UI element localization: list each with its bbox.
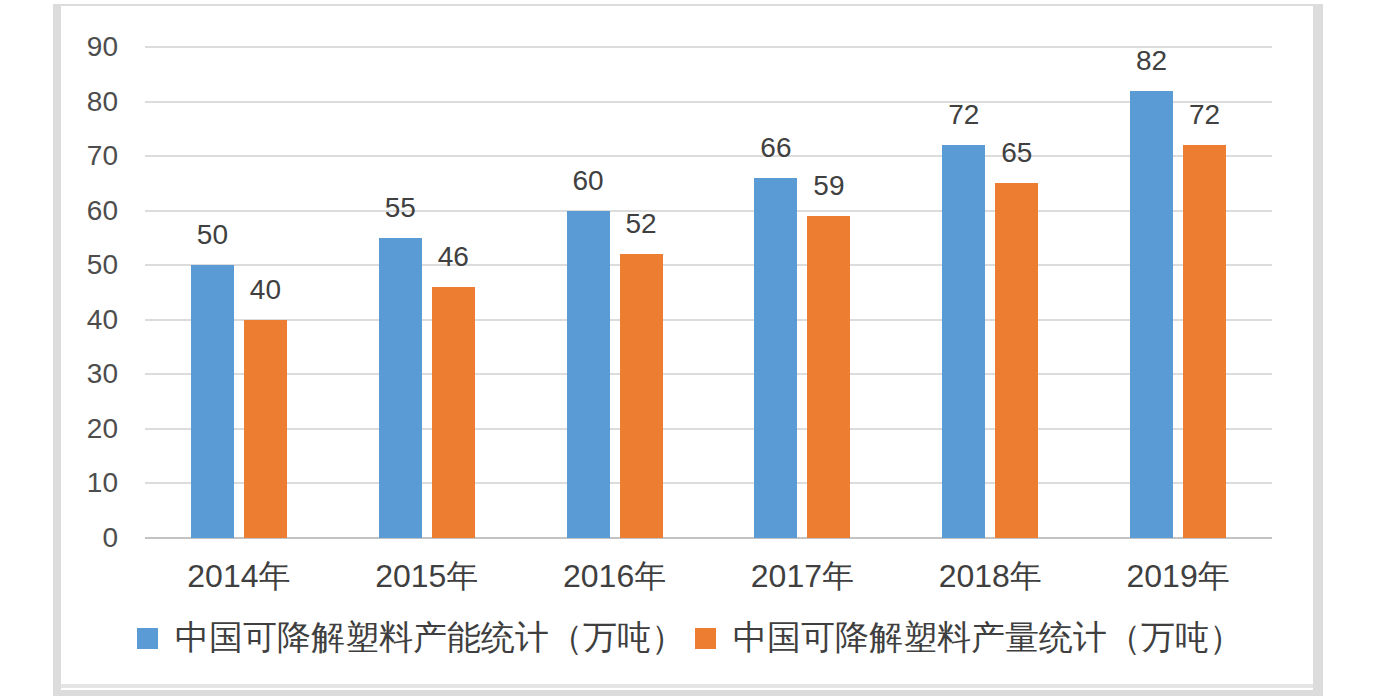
data-label: 72 bbox=[919, 100, 1009, 130]
y-tick-label: 0 bbox=[48, 523, 118, 553]
y-tick-label: 70 bbox=[48, 141, 118, 171]
gridline bbox=[145, 428, 1272, 430]
data-label: 59 bbox=[784, 171, 874, 201]
bar-series2 bbox=[432, 287, 475, 538]
gridline bbox=[145, 319, 1272, 321]
bar-series1 bbox=[942, 145, 985, 538]
bar-series2 bbox=[995, 183, 1038, 538]
data-label: 65 bbox=[972, 138, 1062, 168]
gridline bbox=[145, 373, 1272, 375]
x-category-label: 2019年 bbox=[1083, 559, 1273, 593]
x-axis-line bbox=[145, 537, 1272, 539]
legend-label: 中国可降解塑料产量统计（万吨） bbox=[733, 615, 1243, 661]
bar-series2 bbox=[807, 216, 850, 538]
x-category-label: 2017年 bbox=[707, 559, 897, 593]
data-label: 82 bbox=[1107, 46, 1197, 76]
y-tick-label: 30 bbox=[48, 359, 118, 389]
gridline bbox=[145, 482, 1272, 484]
legend-item-series1: 中国可降解塑料产能统计（万吨） bbox=[137, 615, 685, 661]
data-label: 52 bbox=[596, 209, 686, 239]
legend-item-series2: 中国可降解塑料产量统计（万吨） bbox=[695, 615, 1243, 661]
legend: 中国可降解塑料产能统计（万吨） 中国可降解塑料产量统计（万吨） bbox=[137, 616, 1243, 660]
page: 0 10 20 30 40 50 60 70 80 90 50 40 2014年 55 46 2015年 60 5… bbox=[0, 0, 1398, 700]
gridline bbox=[145, 210, 1272, 212]
bar-series1 bbox=[754, 178, 797, 538]
x-category-label: 2016年 bbox=[520, 559, 710, 593]
bar-series2 bbox=[244, 320, 287, 538]
legend-swatch-icon bbox=[695, 628, 716, 649]
x-category-label: 2018年 bbox=[895, 559, 1085, 593]
legend-label: 中国可降解塑料产能统计（万吨） bbox=[175, 615, 685, 661]
bar-series1 bbox=[1130, 91, 1173, 538]
gridline bbox=[145, 101, 1272, 103]
x-category-label: 2015年 bbox=[332, 559, 522, 593]
bar-series1 bbox=[379, 238, 422, 538]
data-label: 46 bbox=[408, 242, 498, 272]
data-label: 72 bbox=[1160, 100, 1250, 130]
y-tick-label: 90 bbox=[48, 32, 118, 62]
gridline bbox=[145, 264, 1272, 266]
data-label: 55 bbox=[355, 193, 445, 223]
data-label: 40 bbox=[220, 275, 310, 305]
data-label: 50 bbox=[167, 220, 257, 250]
bar-series2 bbox=[1183, 145, 1226, 538]
y-tick-label: 20 bbox=[48, 414, 118, 444]
gridline bbox=[145, 46, 1272, 48]
bar-series1 bbox=[191, 265, 234, 538]
x-category-label: 2014年 bbox=[144, 559, 334, 593]
bar-series2 bbox=[620, 254, 663, 538]
bar-series1 bbox=[567, 211, 610, 538]
y-tick-label: 10 bbox=[48, 468, 118, 498]
data-label: 60 bbox=[543, 166, 633, 196]
y-tick-label: 80 bbox=[48, 87, 118, 117]
y-tick-label: 40 bbox=[48, 305, 118, 335]
data-label: 66 bbox=[731, 133, 821, 163]
legend-swatch-icon bbox=[137, 628, 158, 649]
y-tick-label: 60 bbox=[48, 196, 118, 226]
y-tick-label: 50 bbox=[48, 250, 118, 280]
gridline bbox=[145, 155, 1272, 157]
